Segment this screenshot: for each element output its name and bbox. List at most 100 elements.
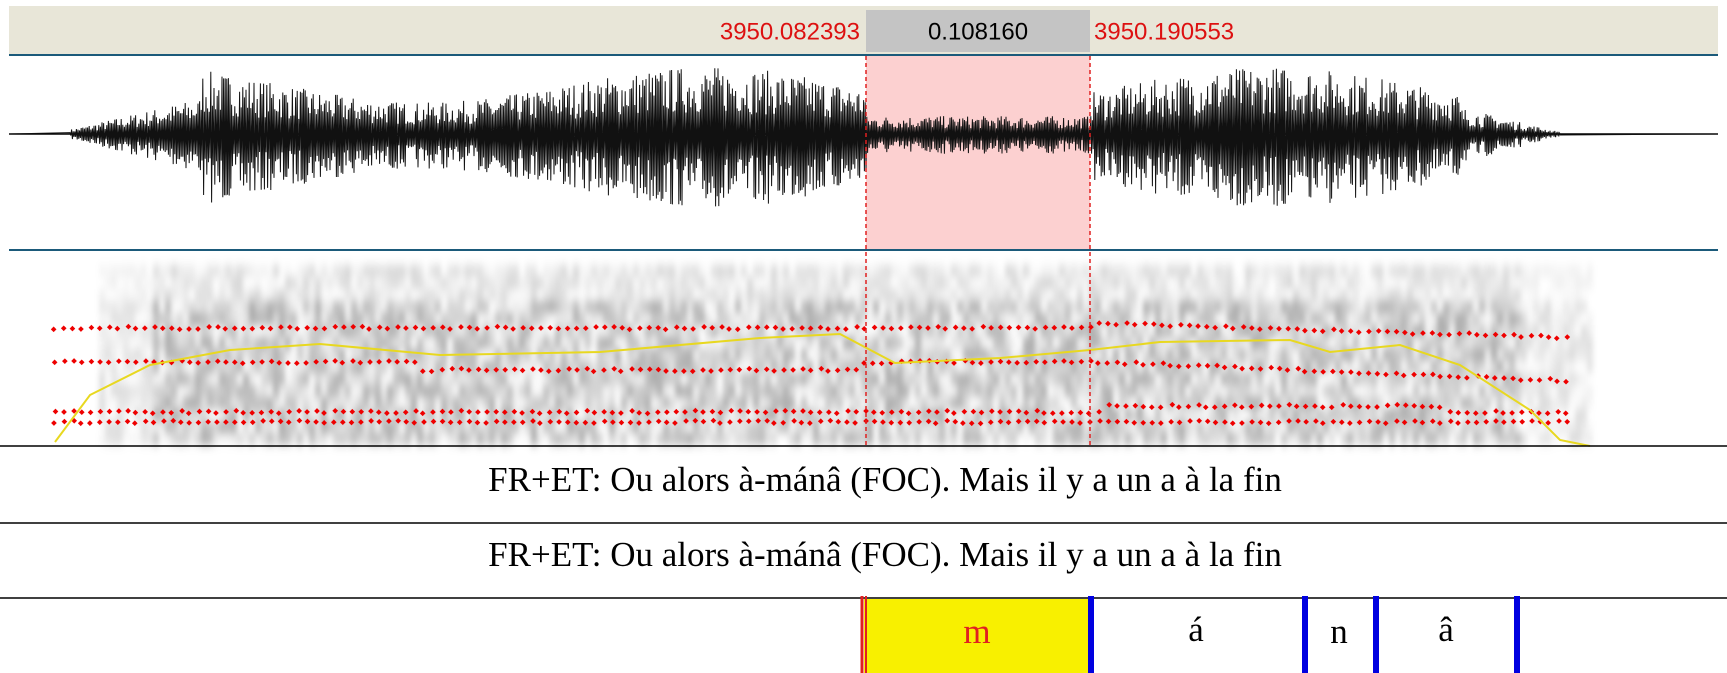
spectral-cell bbox=[568, 349, 572, 361]
spectral-cell bbox=[802, 337, 806, 349]
spectral-cell bbox=[1474, 337, 1478, 349]
formant-dot bbox=[1536, 410, 1542, 416]
spectral-cell bbox=[598, 325, 602, 337]
spectral-cell bbox=[784, 265, 788, 277]
spectral-cell bbox=[1144, 349, 1148, 361]
spectral-cell bbox=[388, 421, 392, 433]
spectral-cell bbox=[1030, 313, 1034, 325]
spectral-cell bbox=[1264, 397, 1268, 409]
interval-label[interactable]: á bbox=[1188, 610, 1204, 649]
spectral-cell bbox=[400, 397, 404, 409]
spectral-cell bbox=[1540, 409, 1544, 421]
spectral-cell bbox=[1054, 385, 1058, 397]
spectral-cell bbox=[1396, 337, 1400, 349]
formant-dot bbox=[825, 326, 831, 332]
spectral-cell bbox=[334, 409, 338, 421]
interval-label[interactable]: m bbox=[963, 612, 990, 651]
selection-highlight bbox=[866, 56, 1090, 250]
spectral-cell bbox=[1060, 337, 1064, 349]
spectral-cell bbox=[316, 301, 320, 313]
interval-label[interactable]: â bbox=[1438, 610, 1454, 649]
tier-text[interactable]: FR+ET: Ou alors à-mánâ (FOC). Mais il y … bbox=[488, 460, 1282, 499]
spectral-cell bbox=[496, 337, 500, 349]
tier-text[interactable]: FR+ET: Ou alors à-mánâ (FOC). Mais il y … bbox=[488, 535, 1282, 574]
spectral-cell bbox=[184, 409, 188, 421]
spectral-cell bbox=[526, 325, 530, 337]
spectral-cell bbox=[1558, 301, 1562, 313]
spectral-cell bbox=[1450, 337, 1454, 349]
spectral-cell bbox=[244, 397, 248, 409]
spectral-cell bbox=[610, 301, 614, 313]
spectral-cell bbox=[418, 313, 422, 325]
spectral-cell bbox=[1000, 397, 1004, 409]
spectral-cell bbox=[544, 433, 548, 445]
spectral-cell bbox=[466, 313, 470, 325]
spectral-cell bbox=[226, 433, 230, 445]
selected-interval[interactable] bbox=[864, 599, 1090, 673]
formant-dot bbox=[538, 367, 544, 373]
spectral-cell bbox=[190, 325, 194, 337]
spectral-cell bbox=[190, 301, 194, 313]
spectral-cell bbox=[1468, 433, 1472, 445]
formant-dot bbox=[537, 420, 543, 426]
spectral-cell bbox=[1564, 385, 1568, 397]
spectral-cell bbox=[1246, 349, 1250, 361]
spectral-cell bbox=[1426, 289, 1430, 301]
spectral-cell bbox=[352, 349, 356, 361]
spectral-cell bbox=[1054, 301, 1058, 313]
spectral-cell bbox=[1120, 361, 1124, 373]
spectral-cell bbox=[376, 385, 380, 397]
spectral-cell bbox=[892, 397, 896, 409]
formant-dot bbox=[692, 417, 699, 424]
spectral-cell bbox=[208, 265, 212, 277]
spectral-cell bbox=[1396, 421, 1400, 433]
spectral-cell bbox=[814, 325, 818, 337]
spectral-cell bbox=[1444, 349, 1448, 361]
spectral-cell bbox=[676, 265, 680, 277]
spectral-cell bbox=[214, 313, 218, 325]
formant-dot bbox=[1140, 361, 1146, 368]
spectral-cell bbox=[1000, 313, 1004, 325]
spectral-cell bbox=[1132, 433, 1136, 445]
spectral-cell bbox=[1042, 313, 1046, 325]
spectral-cell bbox=[178, 397, 182, 409]
interval-label[interactable]: n bbox=[1330, 612, 1348, 651]
spectral-cell bbox=[1090, 277, 1094, 289]
formant-dot bbox=[626, 326, 633, 333]
spectral-cell bbox=[196, 409, 200, 421]
spectral-cell bbox=[442, 421, 446, 433]
spectral-cell bbox=[1078, 373, 1082, 385]
spectral-cell bbox=[586, 337, 590, 349]
spectral-cell bbox=[1588, 313, 1592, 325]
spectral-cell bbox=[1234, 421, 1238, 433]
spectral-cell bbox=[748, 421, 752, 433]
spectral-cell bbox=[184, 385, 188, 397]
selection-duration-box[interactable] bbox=[866, 10, 1090, 52]
spectral-cell bbox=[136, 373, 140, 385]
spectral-cell bbox=[1162, 361, 1166, 373]
spectral-cell bbox=[292, 373, 296, 385]
spectral-cell bbox=[1024, 385, 1028, 397]
spectral-cell bbox=[382, 409, 386, 421]
spectral-cell bbox=[436, 397, 440, 409]
spectral-cell bbox=[226, 397, 230, 409]
spectral-cell bbox=[964, 433, 968, 445]
spectral-cell bbox=[1564, 325, 1568, 337]
spectral-cell bbox=[1060, 313, 1064, 325]
spectral-cell bbox=[202, 289, 206, 301]
spectral-cell bbox=[1258, 289, 1262, 301]
spectral-cell bbox=[784, 337, 788, 349]
spectral-cell bbox=[1276, 265, 1280, 277]
spectral-cell bbox=[154, 337, 158, 349]
spectral-cell bbox=[700, 301, 704, 313]
time-bar bbox=[9, 6, 1718, 54]
formant-dot bbox=[1284, 367, 1291, 373]
spectral-cell bbox=[1150, 313, 1154, 325]
spectral-cell bbox=[232, 361, 236, 373]
spectral-cell bbox=[286, 277, 290, 289]
spectral-cell bbox=[454, 433, 458, 445]
spectral-cell bbox=[172, 361, 176, 373]
spectral-cell bbox=[598, 337, 602, 349]
spectral-cell bbox=[1402, 373, 1406, 385]
formant-dot bbox=[727, 366, 734, 373]
